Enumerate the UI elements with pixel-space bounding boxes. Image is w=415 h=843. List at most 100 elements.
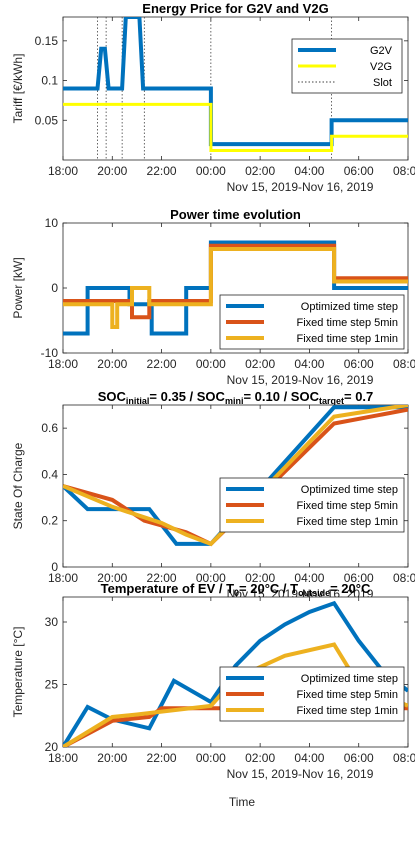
x-tick-label: 20:00 [97, 164, 127, 178]
title-part: = 20°C / T [239, 581, 298, 596]
legend: Optimized time step Fixed time step 5min F… [219, 666, 405, 722]
series-line-1 [63, 17, 408, 147]
chart-panel-1: Energy Price for G2V and V2G 18:00 20:00 22… [11, 1, 415, 194]
title-subscript: mini [225, 396, 244, 406]
title-subscript: initial [126, 396, 150, 406]
x-tick-label: 08:00 [393, 164, 415, 178]
date-range-label: Nov 15, 2019-Nov 16, 2019 [227, 180, 374, 194]
y-axis-label: Power [kW] [11, 257, 25, 318]
x-tick-label: 22:00 [147, 571, 177, 585]
title-subscript: target [319, 396, 344, 406]
x-tick-label: 18:00 [48, 164, 78, 178]
x-tick-label: 06:00 [344, 164, 374, 178]
title-part: SOC [98, 389, 127, 404]
plot-marks [63, 240, 408, 336]
legend-entry: Fixed time step 1min [297, 705, 398, 717]
x-tick-label: 08:00 [393, 751, 415, 765]
y-tick-label: 10 [45, 216, 59, 230]
chart-panel-2: Power time evolution 18:00 20:00 22:00 00:00… [11, 207, 415, 387]
y-tick-label: 0.15 [35, 34, 59, 48]
x-tick-label: 18:00 [48, 571, 78, 585]
y-tick-label: 20 [45, 740, 59, 754]
x-tick-label: 20:00 [97, 571, 127, 585]
y-tick-label: -10 [41, 346, 59, 360]
y-axis-label: Tariff [€/kWh] [11, 54, 25, 124]
y-tick-label: 0.2 [41, 514, 58, 528]
x-axis-label: Time [229, 795, 256, 809]
legend-entry: Fixed time step 5min [297, 500, 398, 512]
x-tick-label: 04:00 [294, 571, 324, 585]
chart-title: Power time evolution [170, 207, 301, 222]
x-tick-label: 04:00 [294, 164, 324, 178]
series-line-1 [63, 405, 408, 546]
legend-entry: G2V [370, 45, 393, 57]
date-range-label: Nov 15, 2019-Nov 16, 2019 [227, 767, 374, 781]
title-part: = 20°C [330, 581, 371, 596]
x-tick-label: 20:00 [97, 357, 127, 371]
legend-entry: Fixed time step 1min [297, 333, 398, 345]
title-subscript: outside [298, 588, 330, 598]
legend-entry: Fixed time step 1min [297, 516, 398, 528]
x-tick-label: 02:00 [245, 751, 275, 765]
title-part: Temperature of EV / T [101, 581, 234, 596]
chart-title: Energy Price for G2V and V2G [142, 1, 328, 16]
legend-entry: V2G [370, 61, 392, 73]
y-tick-label: 0.6 [41, 421, 58, 435]
x-tick-label: 02:00 [245, 164, 275, 178]
x-tick-label: 04:00 [294, 751, 324, 765]
title-part: = 0.7 [344, 389, 373, 404]
chart-panel-3: SOCinitial= 0.35 / SOCmini= 0.10 / SOCta… [11, 389, 415, 601]
x-tick-label: 18:00 [48, 357, 78, 371]
x-tick-label: 04:00 [294, 357, 324, 371]
y-tick-label: 0 [51, 281, 58, 295]
y-tick-label: 0 [51, 560, 58, 574]
date-range-label: Nov 15, 2019-Nov 16, 2019 [227, 373, 374, 387]
legend-entry: Optimized time step [301, 673, 398, 685]
x-tick-label: 00:00 [196, 357, 226, 371]
title-subscript: 0 [234, 588, 239, 598]
x-tick-label: 08:00 [393, 357, 415, 371]
x-tick-label: 06:00 [344, 571, 374, 585]
chart-title: Temperature of EV / T0= 20°C / Toutside=… [101, 581, 371, 598]
plot-marks [63, 17, 408, 160]
legend-entry: Slot [373, 77, 392, 89]
series-line-1 [63, 240, 408, 336]
legend: G2V V2G Slot [291, 38, 403, 94]
series-line-2 [63, 102, 408, 152]
x-tick-label: 06:00 [344, 751, 374, 765]
legend: Optimized time step Fixed time step 5min F… [219, 294, 405, 350]
y-tick-label: 0.05 [35, 113, 59, 127]
chart-panel-4: Temperature of EV / T0= 20°C / Toutside=… [11, 581, 415, 781]
x-tick-label: 20:00 [97, 751, 127, 765]
x-tick-label: 02:00 [245, 571, 275, 585]
x-tick-label: 22:00 [147, 164, 177, 178]
y-axis-label: State Of Charge [11, 442, 25, 529]
x-tick-label: 08:00 [393, 571, 415, 585]
chart-title: SOCinitial= 0.35 / SOCmini= 0.10 / SOCta… [98, 389, 374, 406]
y-axis-label: Temperature [°C] [11, 627, 25, 718]
plot-marks [63, 405, 408, 547]
y-tick-label: 0.4 [41, 467, 58, 481]
legend-entry: Optimized time step [301, 484, 398, 496]
series-line-3 [63, 405, 408, 547]
title-part: = 0.35 / SOC [149, 389, 225, 404]
legend-entry: Fixed time step 5min [297, 317, 398, 329]
x-tick-label: 00:00 [196, 751, 226, 765]
x-tick-label: 00:00 [196, 164, 226, 178]
x-tick-label: 00:00 [196, 571, 226, 585]
x-tick-label: 22:00 [147, 357, 177, 371]
legend-entry: Optimized time step [301, 301, 398, 313]
y-tick-label: 0.1 [41, 74, 58, 88]
x-tick-label: 18:00 [48, 751, 78, 765]
x-tick-label: 22:00 [147, 751, 177, 765]
y-tick-label: 30 [45, 615, 59, 629]
series-line-2 [63, 407, 408, 547]
legend-entry: Fixed time step 5min [297, 689, 398, 701]
x-tick-label: 06:00 [344, 357, 374, 371]
series-line-3 [63, 247, 408, 329]
legend: Optimized time step Fixed time step 5min F… [219, 477, 405, 533]
title-part: = 0.10 / SOC [243, 389, 319, 404]
x-tick-label: 02:00 [245, 357, 275, 371]
y-tick-label: 25 [45, 678, 59, 692]
